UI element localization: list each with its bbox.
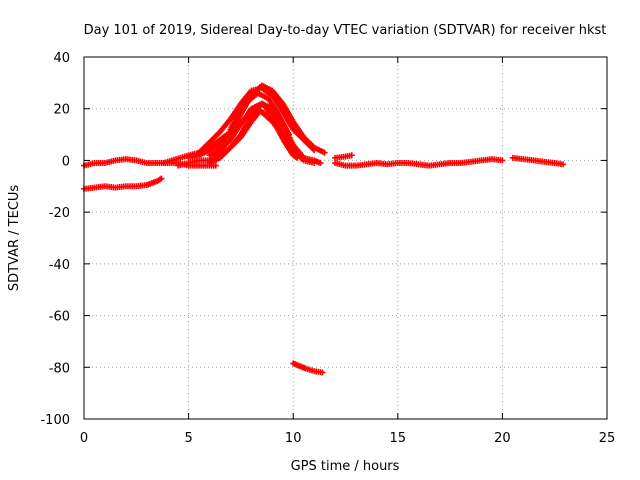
series-track-8 (206, 100, 318, 167)
data-point (286, 131, 293, 138)
chart-title: Day 101 of 2019, Sidereal Day-to-day VTE… (84, 23, 607, 38)
data-points (81, 82, 567, 376)
x-tick-label: 25 (599, 431, 616, 446)
x-tick-label: 20 (494, 431, 511, 446)
data-point (348, 152, 355, 159)
y-tick-label: 0 (62, 154, 70, 169)
y-tick-label: -20 (49, 206, 70, 221)
data-point (212, 162, 219, 169)
data-point (317, 160, 324, 167)
series-track-12 (509, 154, 567, 168)
y-tick-label: -40 (49, 258, 70, 273)
x-tick-label: 0 (80, 431, 88, 446)
series-track-1 (81, 156, 219, 169)
x-tick-label: 15 (390, 431, 407, 446)
axis-ticks (83, 56, 608, 420)
data-point (560, 161, 567, 168)
x-tick-labels: 0 5 10 15 20 25 (80, 431, 615, 446)
x-axis-label: GPS time / hours (291, 459, 400, 474)
y-tick-label: 20 (53, 103, 70, 118)
series-track-6 (206, 100, 324, 167)
series-track-2 (81, 175, 165, 192)
data-point (158, 175, 165, 182)
y-axis-label: SDTVAR / TECUs (7, 185, 22, 292)
data-point (321, 149, 328, 156)
x-tick-label: 5 (184, 431, 192, 446)
y-tick-labels: -100 -80 -60 -40 -20 0 20 40 (40, 51, 70, 428)
data-point (499, 157, 506, 164)
series-track-11 (332, 156, 506, 169)
data-point (311, 147, 318, 154)
series-track-9 (227, 90, 293, 138)
data-point (319, 369, 326, 376)
plot-frame (83, 56, 608, 420)
series-track-10 (332, 152, 355, 161)
y-tick-label: -80 (49, 361, 70, 376)
y-tick-label: -60 (49, 310, 70, 325)
y-tick-label: -100 (40, 413, 70, 428)
data-point (311, 160, 318, 167)
grid-lines (84, 57, 607, 419)
x-tick-label: 10 (285, 431, 302, 446)
y-tick-label: 40 (53, 51, 70, 66)
series-track-13 (290, 360, 326, 376)
